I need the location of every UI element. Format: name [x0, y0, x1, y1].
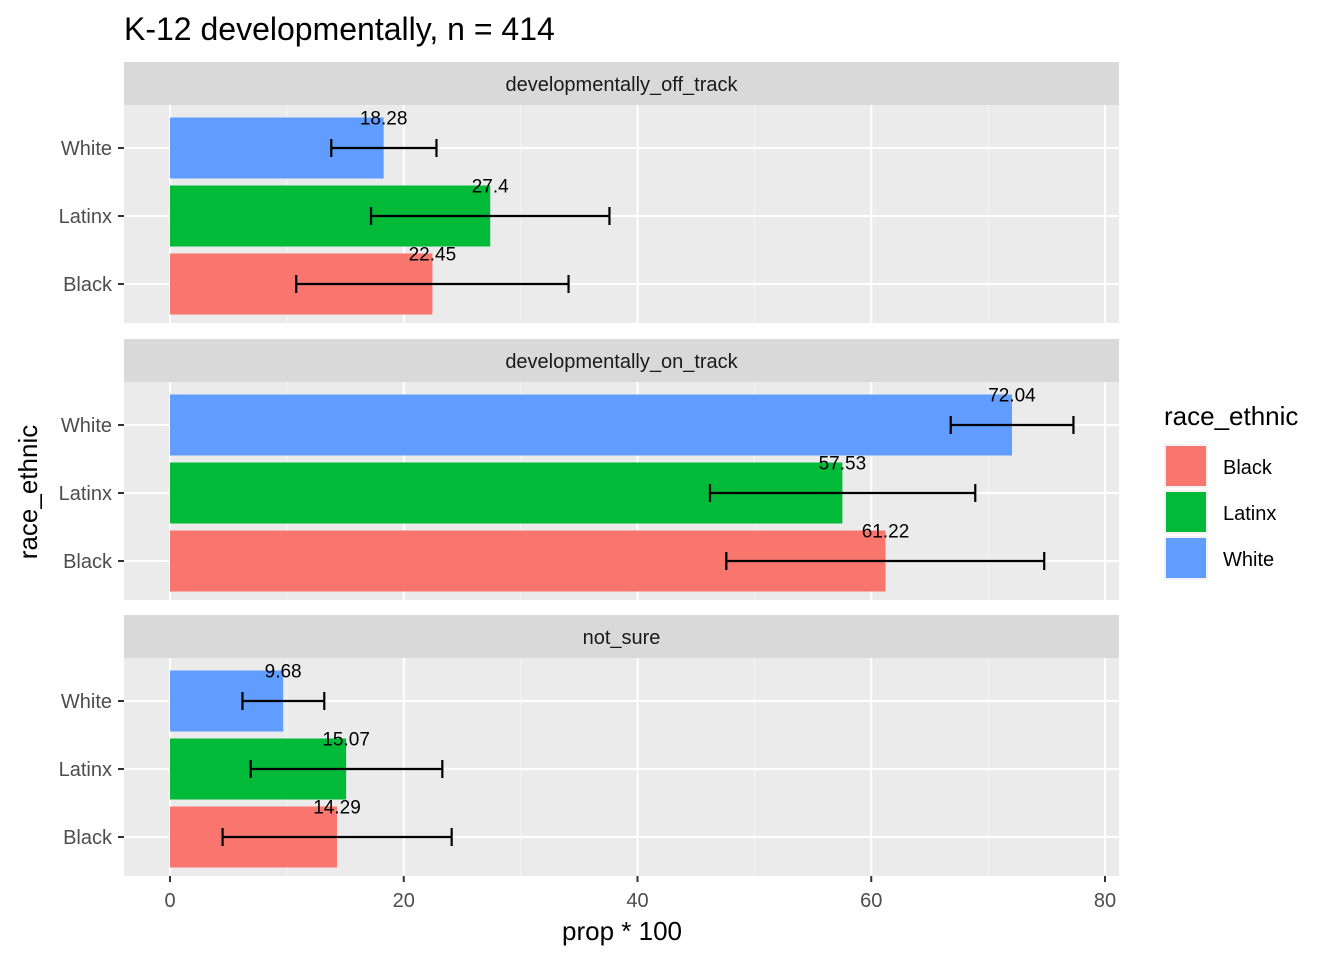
data-label: 61.22	[862, 522, 910, 543]
y-tick-label: Black	[63, 274, 113, 296]
x-tick-label: 60	[860, 890, 882, 912]
y-tick-label: White	[61, 415, 112, 437]
legend-key-white	[1166, 538, 1206, 578]
x-tick-label: 80	[1094, 890, 1116, 912]
y-tick-label: White	[61, 691, 112, 713]
y-tick-label: Latinx	[59, 483, 112, 505]
error-bar	[295, 275, 570, 293]
x-axis: 0 20 40 60 80	[164, 876, 1116, 912]
error-bar	[330, 139, 438, 157]
x-axis-title: prop * 100	[562, 916, 682, 946]
facet-strip-label: developmentally_off_track	[506, 74, 739, 96]
facet-panels: developmentally_off_track White Latinx Blac…	[59, 62, 1119, 876]
legend-label: Latinx	[1223, 503, 1276, 525]
facet-not_sure: not_sure White Latinx Black 9.68 15.07 14.29	[59, 615, 1119, 876]
legend-key-black	[1166, 446, 1206, 486]
y-tick-label: Latinx	[59, 206, 112, 228]
legend-key-latinx	[1166, 492, 1206, 532]
data-label: 22.45	[409, 245, 457, 266]
data-label: 18.28	[360, 109, 408, 130]
facet-strip-label: not_sure	[583, 627, 661, 649]
y-tick-label: Latinx	[59, 759, 112, 781]
y-axis-title: race_ethnic	[13, 425, 43, 559]
error-bar	[241, 692, 326, 710]
x-tick-label: 40	[626, 890, 648, 912]
facet-strip	[124, 615, 1119, 658]
y-tick-label: White	[61, 138, 112, 160]
data-label: 57.53	[819, 454, 867, 475]
error-bar	[369, 207, 611, 225]
data-label: 9.68	[265, 662, 302, 683]
facet-strip-label: developmentally_on_track	[505, 351, 738, 373]
error-bar	[949, 416, 1075, 434]
data-label: 15.07	[322, 730, 370, 751]
error-bar	[221, 828, 453, 846]
error-bar	[708, 484, 977, 502]
y-tick-label: Black	[63, 551, 113, 573]
facet-strip	[124, 62, 1119, 105]
legend-label: Black	[1223, 457, 1273, 479]
bar-white	[170, 394, 1012, 456]
error-bar	[725, 552, 1046, 570]
legend-label: White	[1223, 549, 1274, 571]
data-label: 27.4	[472, 177, 509, 198]
data-label: 72.04	[988, 386, 1036, 407]
facet-developmentally_off_track: developmentally_off_track White Latinx Blac…	[59, 62, 1119, 323]
legend-title: race_ethnic	[1164, 401, 1298, 431]
x-tick-label: 0	[164, 890, 175, 912]
error-bar	[249, 760, 444, 778]
chart-title: K-12 developmentally, n = 414	[124, 11, 555, 47]
facet-strip	[124, 339, 1119, 382]
facet-developmentally_on_track: developmentally_on_track White Latinx Black…	[59, 339, 1119, 600]
x-tick-label: 20	[393, 890, 415, 912]
data-label: 14.29	[313, 798, 361, 819]
y-tick-label: Black	[63, 827, 113, 849]
legend: race_ethnic Black Latinx White	[1164, 401, 1298, 580]
